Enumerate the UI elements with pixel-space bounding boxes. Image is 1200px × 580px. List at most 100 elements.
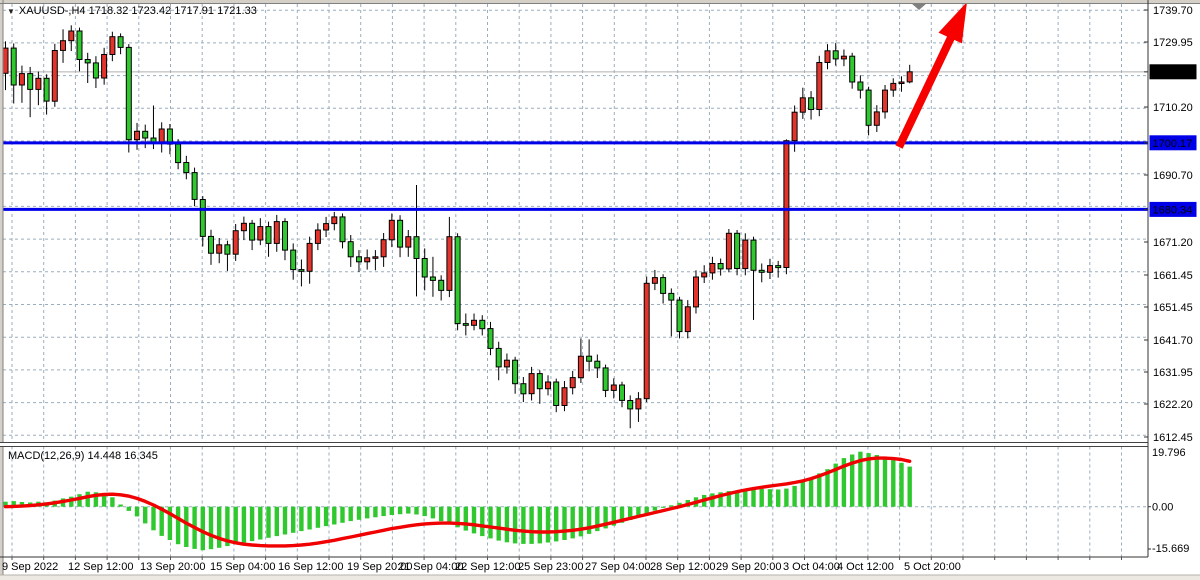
panel-divider-gap <box>0 443 1148 446</box>
candle-bullish <box>68 30 75 42</box>
macd-histogram-bar <box>776 489 781 507</box>
macd-histogram-bar <box>332 506 337 525</box>
macd-histogram-bar <box>274 506 279 537</box>
price-axis-label: 1729.95 <box>1153 37 1193 49</box>
macd-histogram-bar <box>11 501 16 507</box>
macd-histogram-bar <box>307 506 312 530</box>
macd-histogram-bar <box>110 497 115 507</box>
macd-histogram-bar <box>578 506 584 537</box>
macd-histogram-bar <box>406 506 411 514</box>
candle-bullish <box>216 244 223 254</box>
candle-bearish <box>849 55 856 83</box>
macd-histogram-bar <box>118 504 123 507</box>
candle-bearish <box>586 355 593 362</box>
macd-histogram-bar <box>496 506 501 541</box>
candle-bullish <box>701 272 708 278</box>
candle-bullish <box>898 81 905 84</box>
candle-bullish <box>873 111 880 126</box>
candle-bullish <box>840 55 847 60</box>
candle-bullish <box>528 373 535 395</box>
macd-histogram-bar <box>611 506 616 526</box>
candle-bullish <box>791 111 798 142</box>
candle-bullish <box>240 222 247 232</box>
macd-histogram-bar <box>743 490 748 507</box>
candle-bearish <box>208 235 214 254</box>
macd-histogram-bar <box>134 506 140 517</box>
macd-histogram-bar <box>817 473 822 507</box>
symbol-name: XAUUSD-,H4 <box>18 5 86 17</box>
time-axis-label: 4 Oct 12:00 <box>837 561 894 573</box>
macd-histogram-bar <box>463 506 468 531</box>
time-axis-label: 15 Sep 04:00 <box>210 561 275 573</box>
macd-histogram-bar <box>19 502 25 507</box>
candle-bearish <box>717 263 724 270</box>
candle-bearish <box>413 236 420 259</box>
candle-bullish <box>323 223 330 231</box>
candle-bullish <box>577 355 584 379</box>
macd-histogram-bar <box>356 506 362 520</box>
macd-axis-max: 19.796 <box>1152 447 1186 459</box>
chevron-down-icon[interactable]: ▼ <box>7 7 15 16</box>
candle-bullish <box>109 36 116 55</box>
candle-bullish <box>651 277 658 284</box>
candle-bullish <box>906 71 913 83</box>
macd-histogram-bar <box>430 506 436 519</box>
line-level-badge <box>1149 135 1197 151</box>
macd-histogram-bar <box>315 506 321 528</box>
candle-bullish <box>331 216 338 225</box>
macd-histogram-bar <box>677 502 682 507</box>
candle-bearish <box>265 226 272 244</box>
candle-bearish <box>183 162 190 174</box>
time-axis-label: 13 Sep 20:00 <box>140 561 205 573</box>
candle-bearish <box>397 219 404 248</box>
macd-histogram-bar <box>225 506 230 547</box>
candle-bearish <box>750 239 757 271</box>
macd-histogram-bar <box>619 506 625 523</box>
macd-histogram-bar <box>249 506 255 542</box>
macd-histogram-bar <box>200 506 205 551</box>
line-level-badge <box>1149 201 1197 217</box>
macd-histogram-bar <box>184 506 189 547</box>
time-axis-label: 3 Oct 04:00 <box>783 561 840 573</box>
candle-bullish <box>610 384 617 391</box>
candle-bullish <box>643 282 650 400</box>
macd-indicator <box>3 451 912 551</box>
scroll-to-end-marker[interactable] <box>911 3 927 10</box>
time-axis-label: 9 Sep 2022 <box>2 561 58 573</box>
price-axis-label: 1641.70 <box>1153 335 1193 347</box>
macd-axis-min: -15.669 <box>1152 543 1189 555</box>
macd-histogram-bar <box>800 481 805 507</box>
macd-histogram-bar <box>751 489 756 507</box>
time-axis-label: 22 Sep 12:00 <box>455 561 520 573</box>
candle-bearish <box>660 277 667 294</box>
macd-histogram-bar <box>447 506 452 524</box>
candles-series <box>2 25 913 429</box>
macd-histogram-bar <box>545 506 551 543</box>
candle-bearish <box>536 373 543 390</box>
macd-histogram-bar <box>636 506 641 518</box>
macd-signal-line <box>3 456 912 548</box>
candle-bullish <box>134 130 140 141</box>
price-axis-label: 1661.45 <box>1153 270 1193 282</box>
candle-bearish <box>76 30 83 60</box>
price-axis-label: 1612.45 <box>1153 432 1193 444</box>
candle-bullish <box>388 219 395 241</box>
time-axis-label: 27 Sep 04:00 <box>585 561 650 573</box>
price-axis-label: 1631.95 <box>1153 367 1193 379</box>
candle-bearish <box>619 384 625 401</box>
candle-bearish <box>282 221 288 251</box>
candle-bearish <box>734 232 741 270</box>
price-axis-label: 1710.20 <box>1153 102 1193 114</box>
grid-lines <box>3 4 1148 557</box>
macd-histogram-bar <box>850 454 855 507</box>
macd-histogram-bar <box>323 506 329 527</box>
trend-arrow-shaft[interactable] <box>895 35 955 149</box>
candle-bearish <box>290 249 297 271</box>
trend-arrow-head[interactable] <box>938 2 968 44</box>
candle-bearish <box>191 172 198 200</box>
macd-histogram-bar <box>726 491 732 507</box>
macd-histogram-bar <box>373 506 378 518</box>
candle-bullish <box>783 140 790 268</box>
macd-histogram-bar <box>808 477 814 507</box>
